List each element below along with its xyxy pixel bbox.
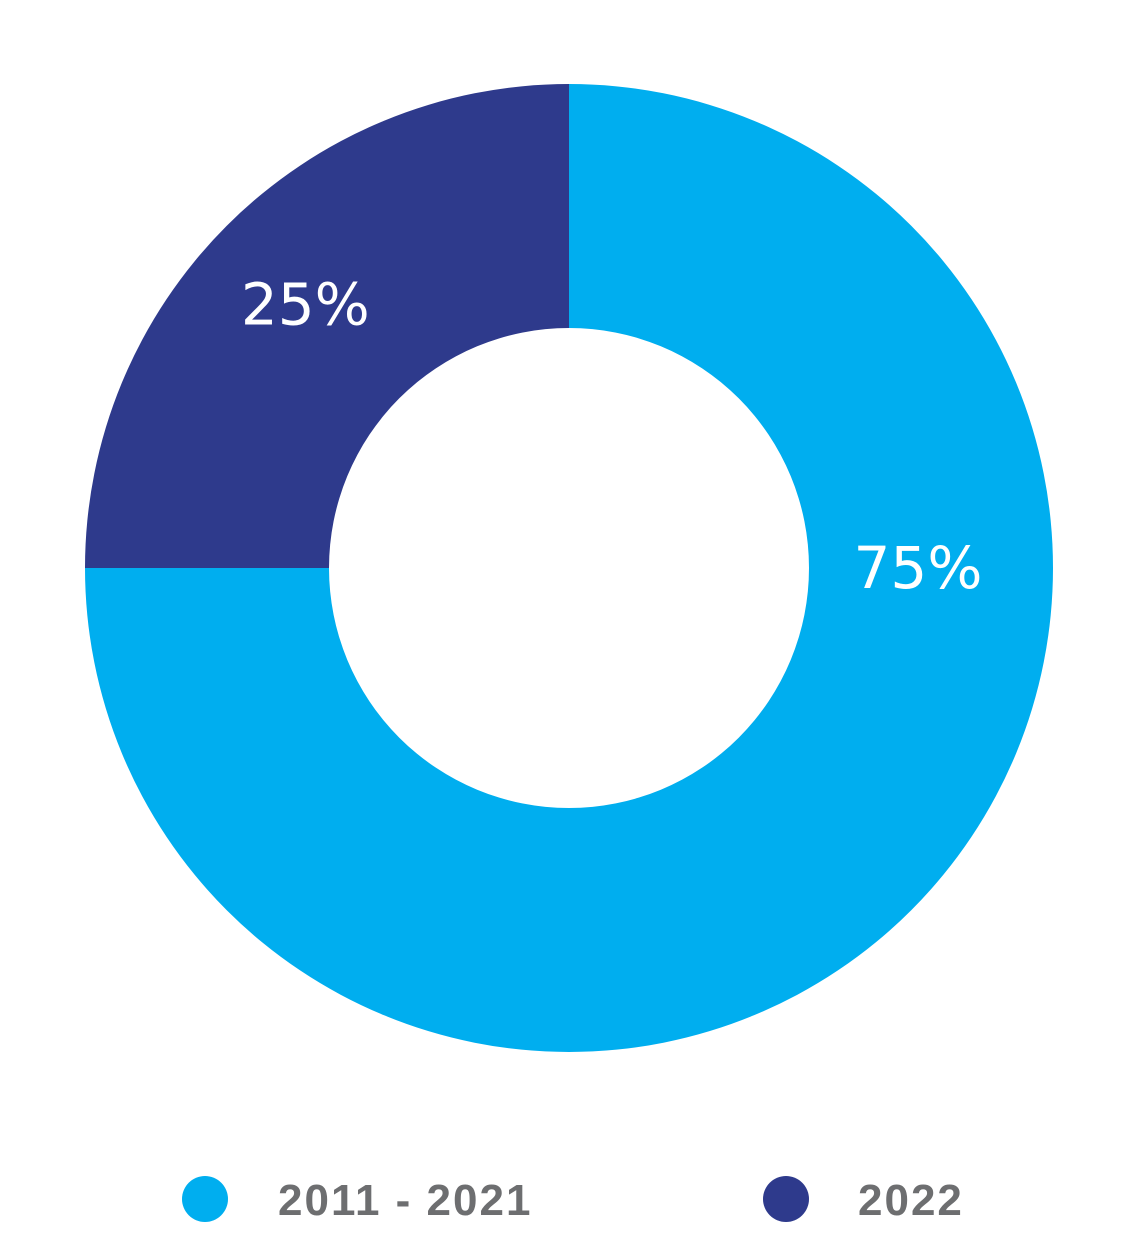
legend-item-2022: 2022 [763, 1176, 964, 1225]
legend-label: 2011 - 2021 [278, 1176, 532, 1225]
donut-slice-2022 [85, 84, 569, 568]
legend: 2011 - 2021 2022 [182, 1176, 964, 1225]
data-label-2011-2021: 75% [854, 534, 983, 602]
legend-swatch [763, 1176, 809, 1222]
legend-label: 2022 [858, 1176, 964, 1225]
data-label-2022: 25% [241, 270, 370, 338]
donut-slice-2011-2021 [85, 84, 1053, 1052]
legend-swatch [182, 1176, 228, 1222]
donut-slices [85, 84, 1053, 1052]
donut-data-labels: 75% 25% [241, 270, 983, 602]
legend-item-2011-2021: 2011 - 2021 [182, 1176, 532, 1225]
